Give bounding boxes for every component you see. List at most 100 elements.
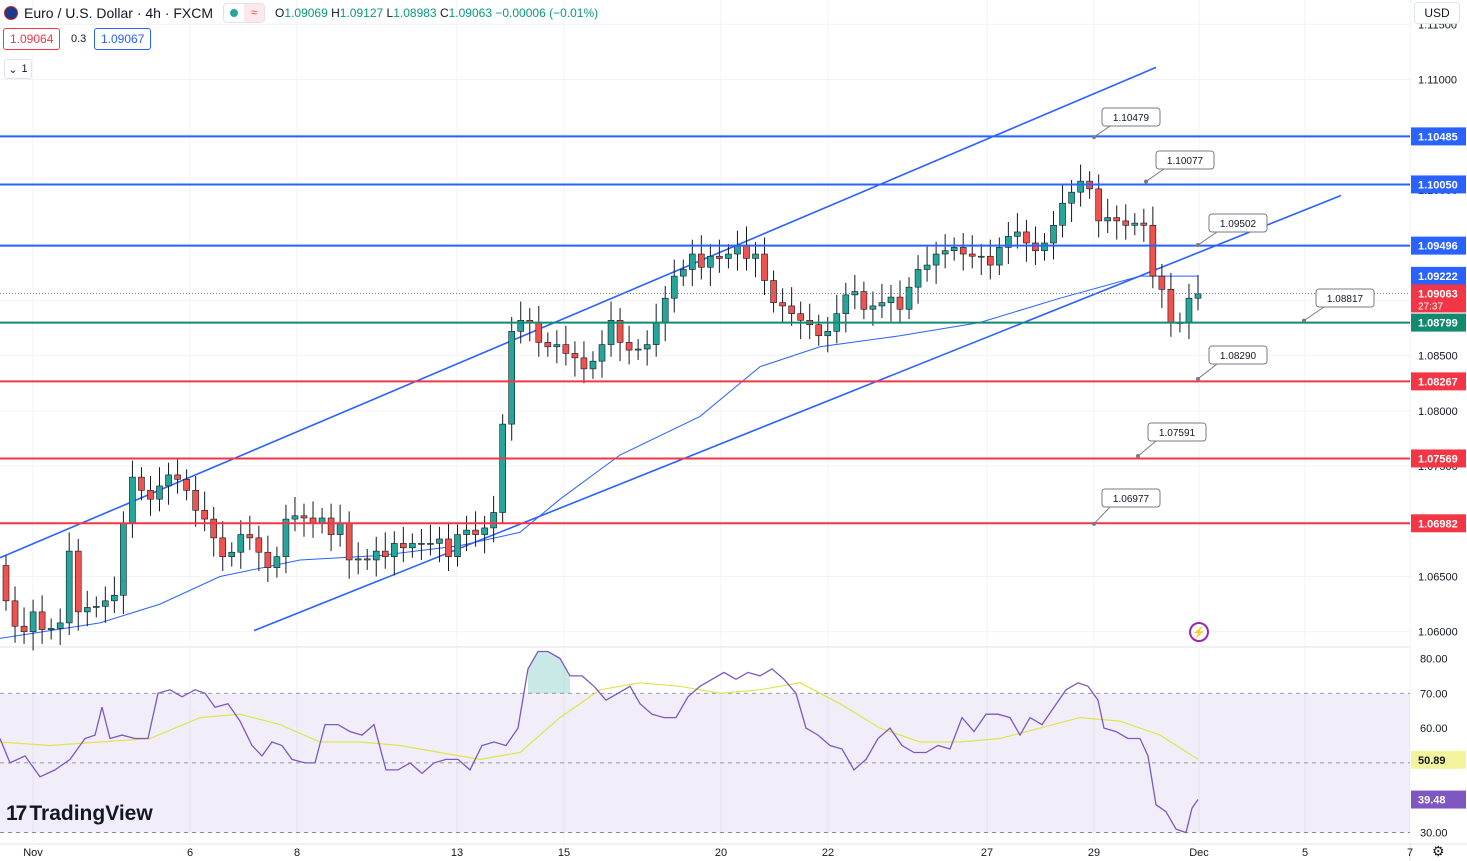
candle-body xyxy=(698,253,705,268)
callout-box xyxy=(1315,288,1375,308)
sell-button[interactable]: 1.09064 xyxy=(3,28,61,50)
candle-body xyxy=(553,344,561,348)
candle-body xyxy=(201,509,208,520)
lightning-icon[interactable]: ⚡ xyxy=(1189,622,1209,642)
candle-body xyxy=(463,529,470,535)
candle-body xyxy=(860,291,868,310)
candle-body xyxy=(1005,236,1012,248)
callout-leader xyxy=(1303,306,1325,322)
candle-body xyxy=(363,558,371,561)
candle-body xyxy=(670,275,678,299)
candle-body xyxy=(878,302,886,307)
candle-body xyxy=(1032,242,1039,252)
level-badge-label: 1.08799 xyxy=(1418,318,1458,330)
candle-body xyxy=(74,550,82,613)
symbol-title[interactable]: Euro / U.S. Dollar · 4h · FXCM xyxy=(24,5,214,21)
callout-label: 1.10479 xyxy=(1113,113,1150,124)
x-tick-label: Dec xyxy=(1189,847,1209,859)
open-label: O xyxy=(275,6,285,20)
candle-body xyxy=(634,348,642,351)
gear-icon[interactable]: ⚙ xyxy=(1432,843,1445,859)
x-tick-label: 22 xyxy=(822,847,834,859)
level-badge-label: 1.06982 xyxy=(1418,518,1458,530)
candle-body xyxy=(1158,275,1166,290)
buy-button[interactable]: 1.09067 xyxy=(94,28,152,50)
candle-body xyxy=(273,556,281,568)
low-value: 1.08983 xyxy=(393,6,437,20)
callout-box xyxy=(1155,150,1215,170)
price-badge xyxy=(1411,266,1466,285)
candle-body xyxy=(219,537,227,557)
candle-body xyxy=(517,319,525,332)
indicator-count: 1 xyxy=(21,63,28,75)
level-badge xyxy=(1411,372,1466,391)
candle-body xyxy=(1095,188,1102,222)
rsi-tick-label: 60.00 xyxy=(1420,723,1448,735)
candle-body xyxy=(1014,231,1021,237)
candle-body xyxy=(336,523,344,535)
open-value: 1.09069 xyxy=(284,6,328,20)
candle-body xyxy=(508,331,515,425)
tradingview-logo-icon: 17 xyxy=(6,802,27,825)
y-tick-label: 1.08500 xyxy=(1418,351,1458,363)
candle-body xyxy=(445,538,452,557)
callout-anchor xyxy=(1196,376,1200,381)
y-tick-label: 1.08000 xyxy=(1418,406,1458,418)
level-badge-label: 1.10485 xyxy=(1418,131,1458,143)
candle-body xyxy=(914,269,922,288)
eurusd-flag-icon xyxy=(4,6,18,20)
candle-body xyxy=(490,512,497,529)
candle-body xyxy=(1131,222,1139,226)
callout-box xyxy=(1208,345,1268,365)
candle-body xyxy=(165,474,172,487)
market-status[interactable]: ≈ xyxy=(223,3,266,23)
candle-body xyxy=(707,255,714,268)
level-badge xyxy=(1411,514,1466,533)
candle-body xyxy=(1059,202,1066,226)
ohlc-readout: O1.09069 H1.09127 L1.08983 C1.09063 −0.0… xyxy=(275,6,598,20)
candle-body xyxy=(661,297,669,323)
candle-body xyxy=(11,600,19,627)
candle-body xyxy=(1068,191,1075,204)
channel-trendline xyxy=(253,194,1342,632)
candle-body xyxy=(38,611,46,630)
moving-average-line xyxy=(0,275,1198,639)
candle-body xyxy=(2,565,10,602)
candle-body xyxy=(156,485,163,500)
x-tick-label: 5 xyxy=(1302,847,1308,859)
candle-body xyxy=(716,255,723,259)
candle-body xyxy=(327,517,335,535)
candle-body xyxy=(93,606,100,608)
level-badge-label: 1.09496 xyxy=(1418,241,1458,253)
candle-body xyxy=(968,253,976,257)
candle-body xyxy=(689,253,696,270)
callout-leader xyxy=(1137,440,1157,457)
candle-body xyxy=(1023,231,1030,244)
wave-icon: ≈ xyxy=(244,4,265,22)
candle-body xyxy=(183,479,190,491)
candle-body xyxy=(1167,289,1175,323)
candle-body xyxy=(192,490,199,511)
callout-anchor xyxy=(1196,242,1200,247)
collapse-indicators-button[interactable]: ⌄ 1 xyxy=(4,59,32,79)
candle-body xyxy=(472,529,479,535)
close-value: 1.09063 xyxy=(448,6,493,20)
candle-body xyxy=(535,322,543,343)
rsi-value-badge xyxy=(1411,790,1466,809)
candle-body xyxy=(1050,225,1057,244)
candle-body xyxy=(842,294,850,314)
spread-value: 0.3 xyxy=(71,33,87,45)
candle-body xyxy=(932,253,940,266)
candle-body xyxy=(138,476,145,491)
candle-body xyxy=(65,550,73,624)
currency-select[interactable]: USD xyxy=(1414,2,1460,24)
callout-leader xyxy=(1145,168,1165,182)
candle-body xyxy=(381,550,389,557)
candle-body xyxy=(851,291,859,296)
candle-body xyxy=(1113,217,1121,222)
x-tick-label: 13 xyxy=(451,847,463,859)
candle-body xyxy=(679,269,687,277)
rsi-tick-label: 70.00 xyxy=(1420,688,1448,700)
rsi-tick-label: 30.00 xyxy=(1420,828,1448,840)
